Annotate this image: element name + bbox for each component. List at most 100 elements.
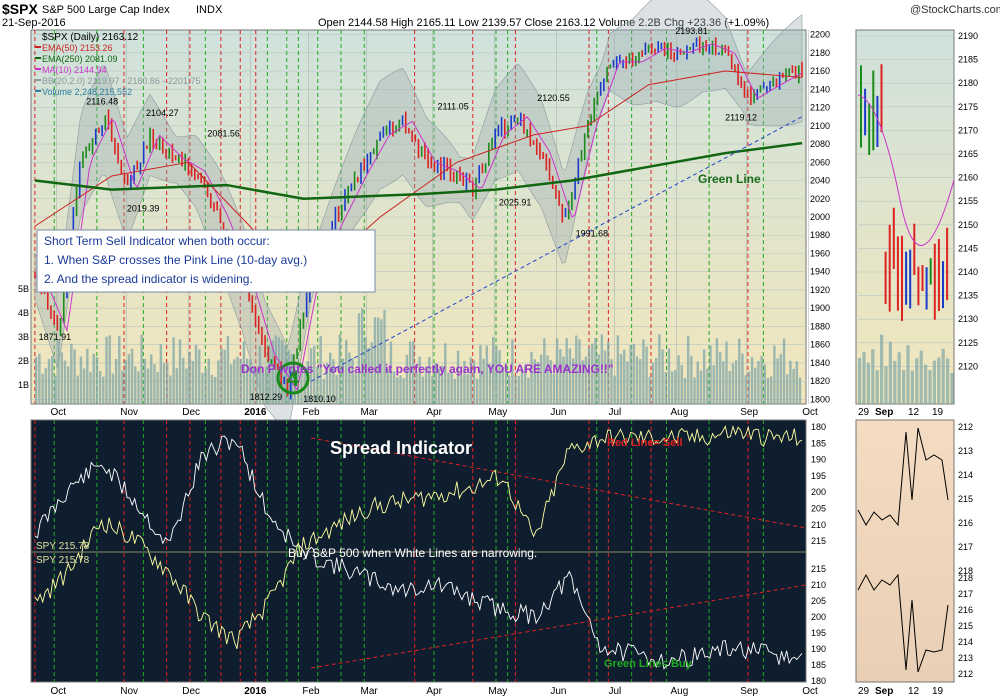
zoom-y-tick-label: 2135 — [958, 291, 978, 301]
volume-bar — [690, 355, 693, 404]
volume-bar — [261, 373, 265, 404]
volume-bar — [565, 338, 568, 404]
volume-bar — [354, 373, 357, 404]
volume-bar — [594, 337, 597, 404]
volume-bar — [79, 356, 83, 404]
chart-date: 21-Sep-2016 — [2, 17, 66, 29]
spread-tick-label: 205 — [811, 504, 826, 514]
volume-bar — [533, 359, 536, 404]
zoom-y-tick-label: 2165 — [958, 149, 978, 159]
legend-item: BB(20,2.0) 2119.97 - 2180.86 - 2201.75 — [42, 76, 200, 86]
count-circle — [276, 361, 310, 395]
volume-bar — [757, 360, 760, 404]
note-line-3: 2. And the spread indicator is widening. — [44, 272, 253, 286]
volume-bar — [712, 365, 715, 404]
volume-bar — [504, 362, 508, 404]
spread-tick-label: 190 — [811, 455, 826, 465]
volume-bar — [357, 313, 361, 404]
x-tick-label: Oct — [802, 407, 818, 418]
price-annotation: 2019.39 — [127, 203, 160, 213]
volume-bar — [274, 335, 278, 404]
price-annotation: 1991.68 — [576, 229, 609, 239]
spread-tick-label: 210 — [811, 580, 826, 590]
volume-bar — [619, 354, 623, 404]
volume-bar — [405, 354, 409, 404]
volume-bar — [111, 373, 115, 404]
volume-bar — [495, 346, 498, 404]
note-line-1: Short Term Sell Indicator when both occu… — [44, 234, 270, 248]
volume-bar — [501, 366, 504, 404]
zoom-y-tick-label: 2170 — [958, 125, 978, 135]
volume-bar — [597, 354, 600, 404]
price-annotation: 2116.48 — [86, 97, 118, 107]
volume-bar — [204, 368, 207, 404]
volume-bar — [463, 360, 466, 404]
spread-panel: 180 185 190 195 200 205 210 215 215 210 205 200 195 1… — [30, 419, 826, 686]
volume-bar — [236, 356, 239, 404]
zoom-y-tick-label: 2190 — [958, 31, 978, 41]
y-tick-label: 2020 — [810, 194, 830, 204]
price-panel: 1800 1820 1840 1860 1880 1900 1920 1940 1960 1980… — [18, 0, 830, 433]
zoom-volume-bar — [941, 348, 945, 404]
zoom-price-bars — [856, 35, 955, 404]
zoom-volume-bar — [937, 357, 941, 404]
volume-bar — [265, 366, 268, 404]
spread-x-axis: Oct Nov Dec 2016 Feb Mar Apr May Jun Jul Aug Sep Oct — [51, 686, 819, 697]
spread-x-tick-label: Feb — [302, 686, 320, 697]
spread-tick-label: 205 — [811, 596, 826, 606]
volume-bar — [549, 360, 552, 404]
spread-tick-label: 185 — [811, 660, 826, 670]
volume-bar — [795, 361, 799, 404]
price-annotation: 2104.27 — [146, 108, 179, 118]
volume-bar — [335, 374, 338, 404]
volume-bar — [664, 372, 667, 404]
volume-bar — [418, 356, 421, 404]
volume-bar — [223, 349, 226, 404]
volume-bar — [60, 352, 63, 404]
volume-bar — [245, 358, 249, 404]
volume-bar — [645, 346, 648, 404]
spread-x-tick-label: Jul — [609, 686, 622, 697]
volume-bar — [773, 345, 776, 404]
zoom-lower-tick-label: 214 — [958, 470, 973, 480]
volume-bar — [313, 345, 316, 404]
zoom-volume-bar — [880, 334, 884, 404]
price-x-axis: Oct Nov Dec 2016 Feb Mar Apr May Jun Jul Aug Sep Oct — [51, 407, 819, 418]
volume-bar — [629, 345, 632, 404]
volume-bar — [546, 355, 549, 404]
zoom-lower-tick-label: 218 — [958, 573, 973, 583]
volume-bar — [156, 372, 159, 404]
volume-bar — [466, 374, 469, 404]
volume-bar — [479, 344, 482, 404]
price-grid — [31, 30, 809, 404]
y-tick-label: 2160 — [810, 66, 830, 76]
spread-tick-label: 195 — [811, 471, 826, 481]
zoom-x-tick-label: 29 — [858, 407, 870, 418]
legend: $SPX (Daily) 2163.12 EMA(50) 2153.26EMA(… — [35, 32, 200, 97]
zoom-y-tick-label: 2120 — [958, 361, 978, 371]
watermark: @StockCharts.com — [910, 4, 1000, 16]
zoom-x-tick-label: 12 — [908, 407, 920, 418]
volume-bar — [581, 360, 584, 404]
volume-bar — [146, 368, 150, 404]
volume-bar — [686, 335, 690, 404]
spread-tick-label: 200 — [811, 487, 826, 497]
y-tick-label: 1960 — [810, 248, 830, 258]
ohlc-readout: Open 2144.58 High 2165.11 Low 2139.57 Cl… — [318, 17, 769, 29]
volume-bar — [731, 363, 735, 404]
volume-bar — [233, 359, 236, 404]
volume-bar — [674, 369, 677, 404]
volume-bar — [242, 341, 246, 404]
y-tick-label: 1800 — [810, 394, 830, 404]
price-annotation: 2193.81 — [675, 26, 708, 36]
spread-tick-label: 215 — [811, 536, 826, 546]
zoom-upper-bg — [855, 29, 955, 405]
zoom-x-tick-label: 12 — [908, 686, 920, 697]
spread-x-tick-label: Sep — [740, 686, 758, 697]
zoom-lower-tick-label: 215 — [958, 494, 973, 504]
spread-tick-label: 180 — [811, 676, 826, 686]
volume-bar — [706, 368, 709, 404]
spread-x-tick-label: Apr — [426, 686, 442, 697]
volume-bar — [399, 375, 402, 404]
zoom-lower-tick-label: 215 — [958, 621, 973, 631]
